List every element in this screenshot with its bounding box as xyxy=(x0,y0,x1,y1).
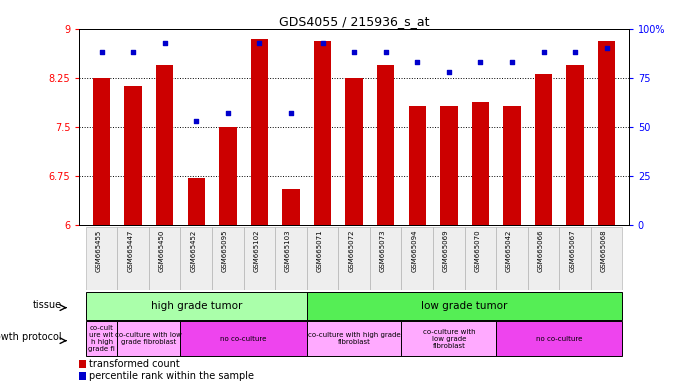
Point xyxy=(475,59,486,65)
Text: no co-culture: no co-culture xyxy=(220,336,267,342)
Bar xyxy=(503,106,521,225)
Point xyxy=(569,49,580,55)
Point xyxy=(348,49,359,55)
FancyBboxPatch shape xyxy=(591,227,623,290)
Text: GSM665450: GSM665450 xyxy=(159,230,164,272)
Point xyxy=(285,110,296,116)
Bar xyxy=(598,41,616,225)
Bar xyxy=(124,86,142,225)
Text: no co-culture: no co-culture xyxy=(536,336,583,342)
Bar xyxy=(79,359,86,367)
FancyBboxPatch shape xyxy=(496,227,528,290)
Text: GSM665452: GSM665452 xyxy=(190,230,196,272)
Point xyxy=(380,49,391,55)
FancyBboxPatch shape xyxy=(307,321,401,356)
FancyBboxPatch shape xyxy=(275,227,307,290)
FancyBboxPatch shape xyxy=(86,227,117,290)
Point xyxy=(191,118,202,124)
Point xyxy=(96,49,107,55)
Text: GSM665073: GSM665073 xyxy=(380,230,386,272)
FancyBboxPatch shape xyxy=(117,227,149,290)
Bar xyxy=(408,106,426,225)
Text: GSM665072: GSM665072 xyxy=(348,230,354,272)
Text: co-culture with low
grade fibroblast: co-culture with low grade fibroblast xyxy=(115,333,182,345)
Point xyxy=(444,69,455,75)
Point xyxy=(254,40,265,46)
FancyBboxPatch shape xyxy=(180,321,307,356)
FancyBboxPatch shape xyxy=(559,227,591,290)
Text: high grade tumor: high grade tumor xyxy=(151,301,242,311)
Text: GSM665070: GSM665070 xyxy=(475,230,480,272)
Text: tissue: tissue xyxy=(33,300,62,310)
Bar xyxy=(377,65,395,225)
Title: GDS4055 / 215936_s_at: GDS4055 / 215936_s_at xyxy=(279,15,429,28)
Text: GSM665067: GSM665067 xyxy=(569,230,575,272)
Bar xyxy=(219,127,236,225)
FancyBboxPatch shape xyxy=(401,227,433,290)
Bar xyxy=(79,372,86,379)
FancyBboxPatch shape xyxy=(149,227,180,290)
Bar xyxy=(283,189,300,225)
Bar xyxy=(251,39,268,225)
Text: GSM665094: GSM665094 xyxy=(411,230,417,272)
Point xyxy=(317,40,328,46)
FancyBboxPatch shape xyxy=(180,227,212,290)
Text: GSM665455: GSM665455 xyxy=(95,230,102,272)
Text: low grade tumor: low grade tumor xyxy=(422,301,508,311)
Point xyxy=(538,49,549,55)
Text: GSM665071: GSM665071 xyxy=(316,230,323,272)
Text: GSM665068: GSM665068 xyxy=(600,230,607,272)
Point xyxy=(159,40,170,46)
Text: GSM665103: GSM665103 xyxy=(285,230,291,272)
Text: GSM665066: GSM665066 xyxy=(538,230,544,272)
Bar xyxy=(535,74,552,225)
Bar xyxy=(567,65,584,225)
Bar xyxy=(314,41,331,225)
Point xyxy=(412,59,423,65)
FancyBboxPatch shape xyxy=(339,227,370,290)
FancyBboxPatch shape xyxy=(464,227,496,290)
Bar xyxy=(93,78,111,225)
Point xyxy=(128,49,139,55)
Text: percentile rank within the sample: percentile rank within the sample xyxy=(89,371,254,381)
FancyBboxPatch shape xyxy=(401,321,496,356)
Text: co-culture with
low grade
fibroblast: co-culture with low grade fibroblast xyxy=(422,329,475,349)
Bar xyxy=(156,65,173,225)
FancyBboxPatch shape xyxy=(212,227,244,290)
Point xyxy=(601,45,612,51)
Bar xyxy=(440,106,457,225)
Text: GSM665102: GSM665102 xyxy=(254,230,259,272)
FancyBboxPatch shape xyxy=(117,321,180,356)
Bar xyxy=(346,78,363,225)
Bar xyxy=(187,178,205,225)
Text: growth protocol: growth protocol xyxy=(0,332,62,342)
Text: GSM665447: GSM665447 xyxy=(127,230,133,272)
FancyBboxPatch shape xyxy=(86,293,307,320)
Text: transformed count: transformed count xyxy=(89,359,180,369)
FancyBboxPatch shape xyxy=(370,227,401,290)
FancyBboxPatch shape xyxy=(244,227,275,290)
Text: GSM665069: GSM665069 xyxy=(443,230,449,272)
FancyBboxPatch shape xyxy=(496,321,623,356)
FancyBboxPatch shape xyxy=(86,321,117,356)
Bar xyxy=(472,102,489,225)
Text: co-cult
ure wit
h high
grade fi: co-cult ure wit h high grade fi xyxy=(88,325,115,353)
Text: co-culture with high grade
fibroblast: co-culture with high grade fibroblast xyxy=(307,333,401,345)
FancyBboxPatch shape xyxy=(307,227,339,290)
Text: GSM665042: GSM665042 xyxy=(506,230,512,272)
FancyBboxPatch shape xyxy=(433,227,464,290)
FancyBboxPatch shape xyxy=(528,227,559,290)
Point xyxy=(507,59,518,65)
FancyBboxPatch shape xyxy=(307,293,623,320)
Text: GSM665095: GSM665095 xyxy=(222,230,228,272)
Point xyxy=(223,110,234,116)
